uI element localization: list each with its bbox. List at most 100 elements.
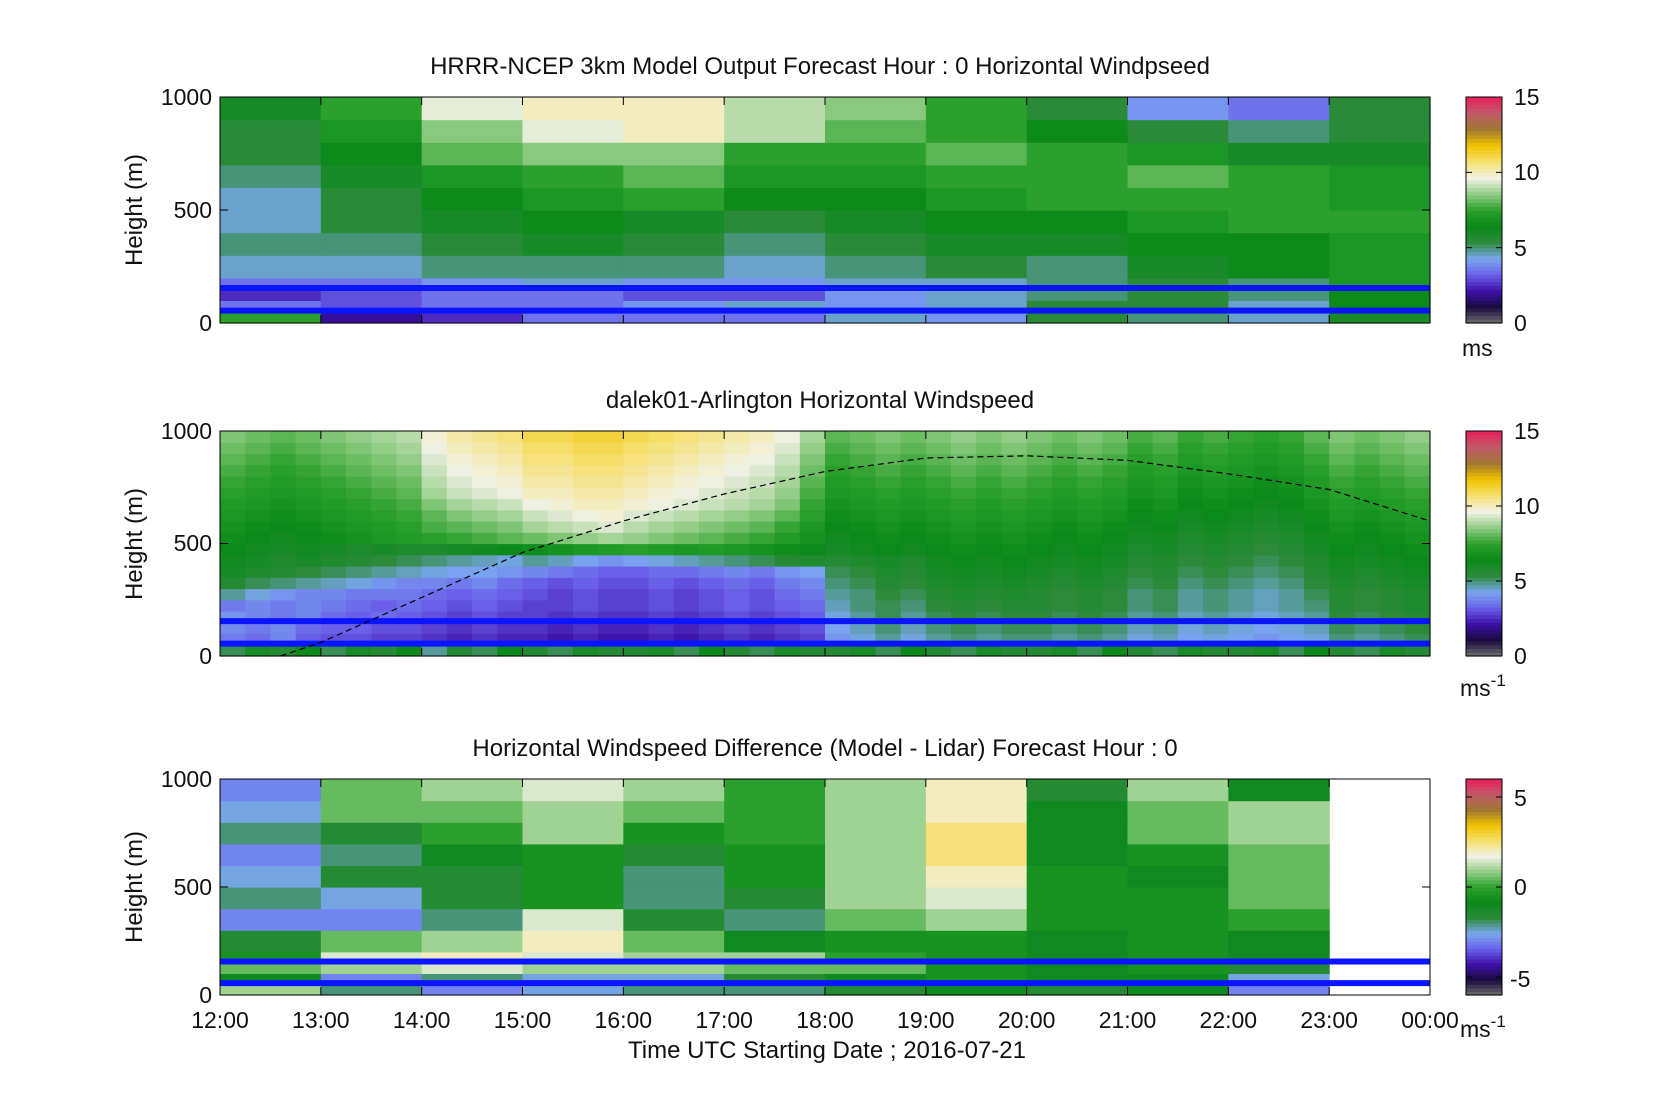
heatmap-cell	[598, 554, 624, 567]
heatmap-cell	[421, 566, 448, 578]
heatmap-cell	[220, 431, 246, 443]
colorbar-swatch	[1466, 292, 1502, 298]
heatmap-cell	[1127, 984, 1229, 996]
heatmap-cell	[951, 476, 977, 488]
heatmap-cell	[1127, 633, 1154, 646]
heatmap-cell	[623, 255, 725, 279]
heatmap-cell	[825, 521, 851, 533]
heatmap-cell	[951, 566, 977, 578]
heatmap-cell	[976, 532, 1003, 545]
colorbar-swatch	[1466, 879, 1502, 884]
heatmap-cell	[572, 487, 599, 500]
heatmap-cell	[547, 611, 574, 623]
heatmap-cell	[774, 431, 801, 443]
heatmap-cell	[396, 622, 423, 635]
heatmap-cell	[825, 532, 851, 545]
heatmap-cell	[547, 532, 574, 545]
heatmap-cell	[320, 588, 347, 601]
heatmap-cell	[825, 498, 851, 511]
heatmap-cell	[421, 476, 448, 488]
heatmap-cell	[1329, 622, 1355, 635]
heatmap-cell	[1102, 543, 1129, 556]
heatmap-cell	[673, 476, 700, 488]
colorbar	[1465, 96, 1503, 324]
heatmap-cell	[1127, 577, 1154, 590]
heatmap-cell	[925, 984, 1028, 996]
colorbar-swatch	[1466, 97, 1502, 102]
heatmap-cell	[925, 599, 952, 612]
heatmap-cell	[875, 543, 902, 556]
heatmap-cell	[1329, 566, 1355, 578]
colorbar-swatch	[1466, 554, 1502, 560]
heatmap-cell	[825, 142, 927, 166]
colorbar-swatch	[1466, 894, 1502, 899]
heatmap-cell	[648, 476, 675, 488]
heatmap-cell	[1102, 622, 1129, 635]
heatmap-cell	[1102, 487, 1129, 500]
colorbar-swatch	[1466, 962, 1502, 967]
colorbar-swatch	[1466, 319, 1502, 324]
heatmap-cell	[1026, 464, 1053, 477]
heatmap-cell	[1127, 973, 1229, 985]
heatmap-cell	[371, 453, 398, 466]
heatmap-cell	[547, 453, 574, 466]
x-axis-label: Time UTC Starting Date ; 2016-07-21	[628, 1037, 1026, 1064]
heatmap-cell	[825, 509, 851, 522]
heatmap-cell	[1278, 577, 1305, 590]
heatmap-cell	[1404, 476, 1431, 488]
heatmap-cell	[371, 588, 398, 601]
heatmap-cell	[497, 464, 524, 477]
heatmap-cell	[371, 476, 398, 488]
heatmap-cell	[598, 509, 624, 522]
heatmap-cell	[623, 187, 725, 211]
heatmap-cell	[245, 588, 272, 601]
colorbar-swatch	[1466, 629, 1502, 635]
heatmap-cell	[1379, 431, 1406, 443]
heatmap-cell	[522, 498, 549, 511]
heatmap-cell	[825, 908, 927, 931]
colorbar-swatch	[1466, 789, 1502, 794]
heatmap-cell	[522, 951, 624, 964]
y-axis-label: Height (m)	[121, 154, 148, 266]
heatmap-cell	[295, 532, 322, 545]
heatmap-cell	[421, 865, 524, 888]
heatmap-cell	[900, 453, 927, 466]
heatmap-cell	[522, 442, 549, 455]
heatmap-cell	[774, 498, 801, 511]
heatmap-cell	[1379, 554, 1406, 567]
heatmap-cell	[1026, 164, 1129, 188]
heatmap-cell	[446, 509, 473, 522]
heatmap-cell	[925, 521, 952, 533]
colorbar-swatch	[1466, 872, 1502, 877]
heatmap-cell	[421, 431, 448, 443]
heatmap-cell	[850, 554, 877, 567]
heatmap-cell	[1152, 543, 1179, 556]
heatmap-cell	[497, 622, 524, 635]
heatmap-cell	[825, 210, 927, 234]
heatmap-cell	[623, 554, 650, 567]
heatmap-cell	[1228, 277, 1330, 290]
heatmap-cell	[1127, 431, 1154, 443]
heatmap-cell	[371, 577, 398, 590]
heatmap-cell	[850, 577, 877, 590]
heatmap-cell	[1228, 865, 1330, 888]
heatmap-cell	[1077, 476, 1103, 488]
heatmap-cell	[900, 611, 927, 623]
heatmap-cell	[1354, 464, 1381, 477]
heatmap-cell	[1077, 543, 1103, 556]
heatmap-cell	[371, 521, 398, 533]
heatmap-cell	[1228, 521, 1255, 533]
heatmap-cell	[951, 554, 977, 567]
heatmap-cell	[396, 442, 423, 455]
heatmap-cell	[522, 843, 624, 866]
colorbar-swatch	[1466, 865, 1502, 870]
heatmap-cell	[1203, 453, 1229, 466]
heatmap-cell	[648, 521, 675, 533]
colorbar-swatch	[1466, 491, 1502, 496]
colorbar-swatch	[1466, 232, 1502, 237]
colorbar-swatch	[1466, 851, 1502, 856]
heatmap-cell	[320, 487, 347, 500]
heatmap-cell	[1354, 521, 1381, 533]
colorbar-swatch	[1466, 818, 1502, 823]
